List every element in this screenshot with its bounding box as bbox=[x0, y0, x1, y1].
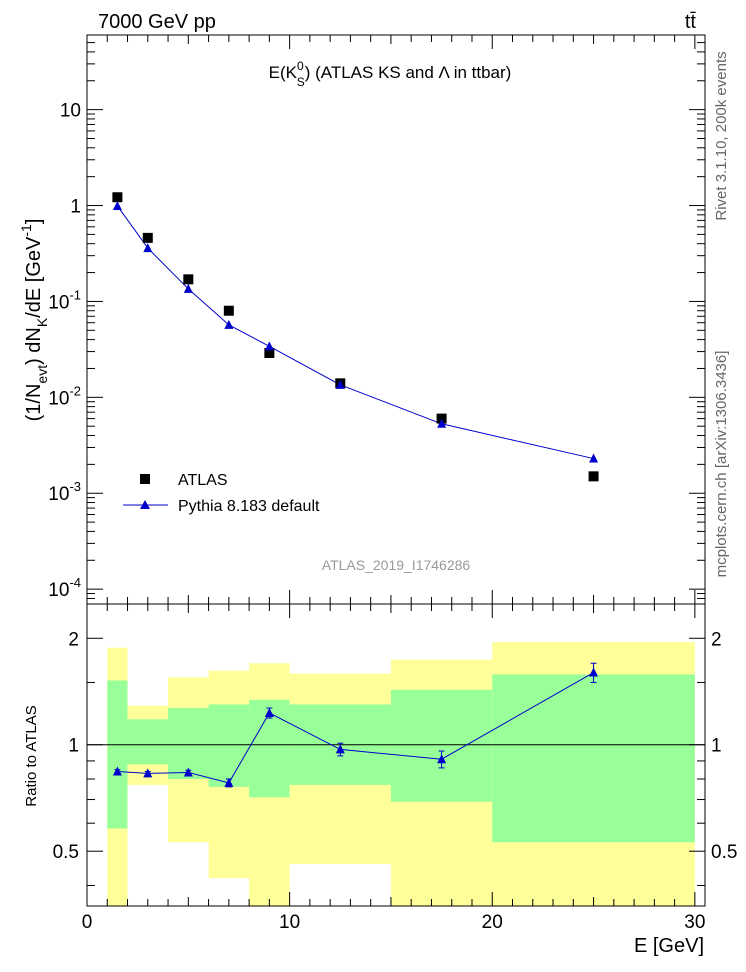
main-axes: 10-4 10-3 10-2 10-1 1 10 bbox=[48, 34, 705, 605]
main-y-tick-label: 1 bbox=[70, 197, 81, 218]
ratio-point bbox=[224, 777, 234, 787]
ratio-point bbox=[143, 768, 153, 778]
main-ylabel: (1/Nevt) dNK/dE [GeV-1] bbox=[18, 219, 50, 422]
ratio-bands bbox=[107, 642, 695, 906]
pythia-point bbox=[183, 283, 193, 293]
energy-label: 7000 GeV pp bbox=[98, 11, 216, 33]
ratio-data-layer bbox=[87, 662, 705, 788]
ratio-point bbox=[589, 667, 599, 677]
pythia-line bbox=[116, 205, 594, 460]
ratio-y-tick-label: 1 bbox=[68, 736, 79, 757]
ratio-band-green bbox=[168, 708, 209, 780]
ratio-y-tick-label: 0.5 bbox=[53, 842, 79, 863]
main-title: E(K0 S) (ATLAS KS and Λ in ttbar) bbox=[269, 59, 512, 89]
pythia-point bbox=[589, 453, 599, 463]
pythia-point bbox=[335, 379, 345, 389]
ratio-point bbox=[183, 767, 193, 777]
ratio-band-green bbox=[208, 704, 250, 787]
atlas-point bbox=[142, 232, 153, 243]
atlas-point bbox=[223, 305, 234, 316]
legend-pythia-marker bbox=[140, 500, 150, 509]
ratio-ylabel: Ratio to ATLAS bbox=[23, 705, 40, 806]
atlas-point bbox=[183, 274, 194, 285]
mcplots-label: mcplots.cern.ch [arXiv:1306.3436] bbox=[713, 351, 730, 578]
legend-atlas-marker bbox=[140, 474, 150, 484]
legend-pythia-label: Pythia 8.183 default bbox=[178, 498, 320, 515]
ratio-axes: 0 10 20 30 0.5 0.5 1 1 2 2 bbox=[53, 604, 737, 933]
main-y-tick-label: 10-3 bbox=[48, 479, 81, 505]
main-y-tick-label: 10-1 bbox=[48, 287, 81, 313]
atlas-point bbox=[112, 192, 123, 203]
legend: ATLAS Pythia 8.183 default bbox=[123, 472, 320, 515]
atlas-point bbox=[588, 471, 599, 482]
pythia-point bbox=[437, 418, 447, 428]
pythia-point bbox=[112, 200, 122, 210]
ratio-point bbox=[264, 707, 274, 717]
x-tick-label: 20 bbox=[482, 912, 503, 933]
ratio-band-green bbox=[127, 719, 169, 765]
ratio-band-green bbox=[107, 680, 128, 829]
main-data-layer bbox=[112, 192, 599, 482]
legend-atlas-label: ATLAS bbox=[178, 472, 228, 489]
rivet-label: Rivet 3.1.10, 200k events bbox=[713, 51, 730, 220]
x-tick-label: 30 bbox=[684, 912, 705, 933]
ratio-line bbox=[117, 672, 594, 784]
ratio-point bbox=[335, 744, 345, 754]
main-panel: 10-4 10-3 10-2 10-1 1 10 E(K0 S) (ATLAS KS and… bbox=[18, 34, 706, 605]
ratio-y-tick-label: 2 bbox=[68, 629, 79, 650]
pythia-point bbox=[224, 319, 234, 329]
ratio-band-green bbox=[492, 674, 695, 843]
x-axis-label: E [GeV] bbox=[634, 935, 704, 957]
ratio-band-green bbox=[390, 689, 493, 802]
ratio-panel: 0 10 20 30 0.5 0.5 1 1 2 2 Ratio to ATLAS E [GeV] bbox=[23, 603, 737, 957]
ratio-frame bbox=[86, 603, 706, 907]
process-label: tt̄ bbox=[685, 11, 697, 33]
main-frame bbox=[86, 34, 706, 605]
x-tick-label: 0 bbox=[82, 912, 93, 933]
main-y-tick-label: 10-4 bbox=[48, 575, 81, 601]
ratio-y-tick-label-right: 0.5 bbox=[711, 842, 737, 863]
main-y-tick-label: 10 bbox=[60, 101, 81, 122]
atlas-point bbox=[436, 413, 447, 424]
atlas-point bbox=[264, 347, 275, 358]
analysis-id: ATLAS_2019_I1746286 bbox=[322, 557, 471, 573]
pythia-point bbox=[143, 243, 153, 253]
ratio-y-tick-label-right: 2 bbox=[711, 629, 722, 650]
x-tick-label: 10 bbox=[279, 912, 300, 933]
main-y-tick-label: 10-2 bbox=[48, 383, 81, 409]
ratio-y-tick-label-right: 1 bbox=[711, 736, 722, 757]
ratio-point bbox=[437, 754, 447, 764]
ratio-point bbox=[112, 766, 122, 776]
pythia-point bbox=[264, 341, 274, 351]
